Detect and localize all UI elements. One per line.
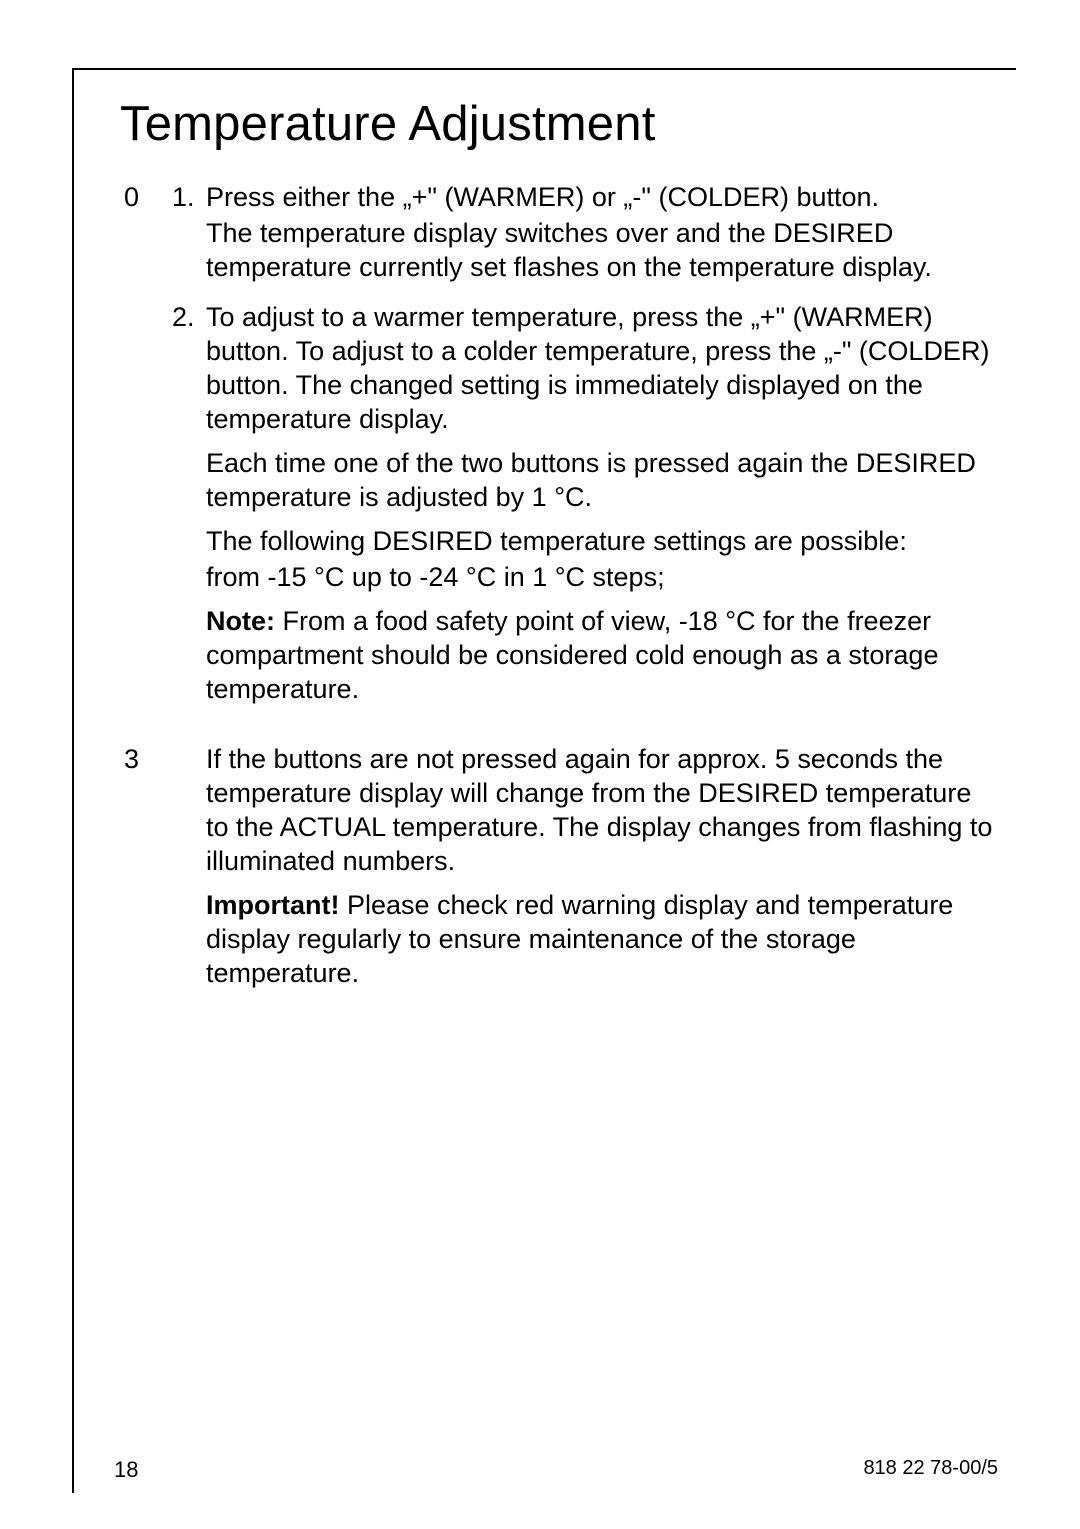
step-body: Press either the „+" (WARMER) or „-" (CO… <box>206 180 994 294</box>
info-marker: 3 <box>124 742 172 776</box>
step-text: The following DESIRED temperature settin… <box>206 524 994 558</box>
page-number: 18 <box>114 1457 138 1483</box>
margin-marker: 0 <box>124 180 172 214</box>
note-label: Note: <box>206 606 275 636</box>
page-title: Temperature Adjustment <box>120 96 994 152</box>
page-content: Temperature Adjustment 0 1. Press either… <box>124 96 994 1006</box>
document-id: 818 22 78-00/5 <box>863 1457 998 1483</box>
step-text: Press either the „+" (WARMER) or „-" (CO… <box>206 180 994 214</box>
step-1: 0 1. Press either the „+" (WARMER) or „-… <box>124 180 994 294</box>
top-rule <box>72 68 1016 70</box>
note-text: From a food safety point of view, -18 °C… <box>206 606 938 704</box>
step-number: 1. <box>172 180 206 214</box>
left-rule <box>72 68 74 1493</box>
info-block: 3 If the buttons are not pressed again f… <box>124 742 994 1000</box>
page-footer: 18 818 22 78-00/5 <box>114 1457 998 1483</box>
info-text: If the buttons are not pressed again for… <box>206 742 994 878</box>
step-body: To adjust to a warmer temperature, press… <box>206 300 994 716</box>
step-number: 2. <box>172 300 206 334</box>
important-label: Important! <box>206 890 339 920</box>
step-text: The temperature display switches over an… <box>206 216 994 284</box>
document-page: Temperature Adjustment 0 1. Press either… <box>0 0 1080 1529</box>
step-text: from -15 °C up to -24 °C in 1 °C steps; <box>206 560 994 594</box>
step-note: Note: From a food safety point of view, … <box>206 604 994 706</box>
important-note: Important! Please check red warning disp… <box>206 888 994 990</box>
step-2: 2. To adjust to a warmer temperature, pr… <box>124 300 994 716</box>
step-text: Each time one of the two buttons is pres… <box>206 446 994 514</box>
step-text: To adjust to a warmer temperature, press… <box>206 300 994 436</box>
info-body: If the buttons are not pressed again for… <box>206 742 994 1000</box>
